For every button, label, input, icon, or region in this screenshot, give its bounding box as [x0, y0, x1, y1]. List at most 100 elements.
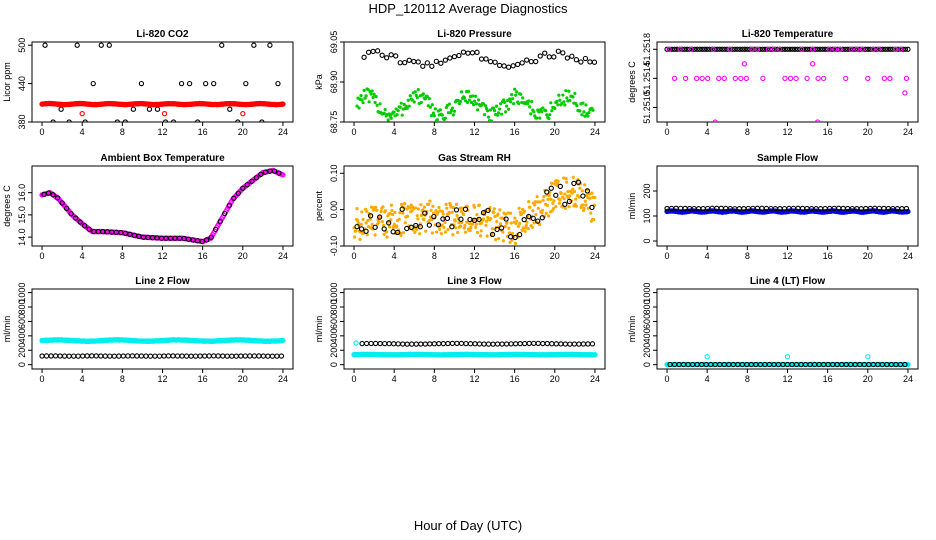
point-orange: [451, 233, 455, 237]
point-green: [430, 103, 434, 107]
point-black: [537, 53, 543, 59]
point-green: [550, 109, 554, 113]
point-black: [89, 353, 95, 359]
y-tick-label: 600: [329, 314, 339, 329]
point-black: [203, 80, 209, 87]
point-orange: [382, 232, 386, 236]
point-orange: [546, 197, 550, 201]
point-black: [58, 106, 64, 112]
point-green: [389, 116, 393, 120]
point-black: [476, 216, 482, 223]
point-black: [526, 340, 532, 347]
point-green: [470, 94, 475, 98]
point-magenta: [887, 75, 893, 82]
y-tick-label: 1000: [329, 283, 339, 303]
point-orange: [492, 207, 496, 211]
point-orange: [442, 225, 446, 229]
x-tick-label: 8: [432, 127, 437, 137]
point-magenta: [727, 46, 733, 52]
y-tick-label: 68.75: [329, 111, 339, 134]
point-orange: [358, 237, 362, 241]
point-green: [452, 109, 457, 113]
x-tick-label: 16: [198, 374, 208, 384]
x-tick-label: 4: [705, 251, 710, 261]
y-tick-label: 100: [642, 208, 652, 223]
point-black: [50, 119, 56, 122]
point-black: [165, 353, 172, 359]
point-orange: [364, 221, 368, 225]
point-orange: [446, 227, 450, 232]
point-black: [61, 353, 68, 359]
x-tick-label: 4: [392, 251, 397, 261]
point-black: [219, 42, 225, 48]
point-orange: [534, 212, 538, 217]
point-magenta-out: [902, 90, 908, 96]
point-green: [507, 107, 511, 111]
point-black: [882, 46, 889, 52]
y-tick-label: 51.2510: [642, 91, 652, 124]
point-black: [533, 58, 539, 65]
y-tick-label: 400: [17, 328, 27, 343]
point-black: [276, 170, 282, 176]
point-black: [557, 183, 563, 190]
panel-3: Ambient Box Temperature degrees C 0 4 8 12 16 2…: [2, 153, 294, 261]
point-black: [152, 353, 158, 359]
point-orange: [520, 228, 524, 232]
point-green: [462, 96, 467, 100]
x-tick-label: 16: [823, 127, 833, 137]
point-green: [427, 97, 431, 101]
point-orange: [489, 217, 493, 221]
point-green: [458, 100, 463, 104]
point-black: [465, 50, 471, 56]
point-orange: [465, 220, 469, 224]
x-tick-label: 20: [550, 374, 560, 384]
y-tick-label: 51.2514: [642, 62, 652, 95]
point-orange: [513, 241, 518, 245]
point-orange: [472, 205, 477, 209]
point-orange: [398, 211, 402, 215]
x-tick-label: 20: [863, 374, 873, 384]
point-black: [399, 206, 405, 212]
point-black: [535, 218, 541, 224]
point-black: [363, 228, 369, 234]
point-green: [508, 97, 512, 101]
y-tick-label: 200: [642, 343, 652, 358]
x-tick-label: 12: [157, 251, 167, 261]
point-black: [501, 63, 507, 69]
point-orange: [438, 209, 442, 213]
point-black: [817, 46, 823, 52]
point-black: [39, 353, 45, 359]
x-tick-label: 24: [903, 374, 913, 384]
point-magenta-out: [741, 61, 747, 67]
point-green: [474, 102, 479, 106]
x-tick-label: 0: [40, 127, 45, 137]
point-orange: [570, 191, 574, 195]
point-green: [504, 110, 508, 114]
point-green: [431, 111, 435, 115]
point-black: [499, 341, 505, 347]
point-orange: [368, 217, 372, 221]
point-black: [107, 353, 113, 359]
point-magenta: [677, 46, 683, 52]
point-black: [542, 50, 548, 56]
point-magenta: [682, 75, 689, 82]
point-orange: [507, 231, 512, 235]
point-orange: [515, 219, 519, 223]
point-orange: [413, 206, 418, 210]
y-tick-label: 15.0: [17, 206, 27, 224]
point-black: [549, 341, 555, 347]
y-tick-label: 800: [17, 300, 27, 315]
point-black: [170, 353, 176, 359]
point-orange: [590, 191, 594, 195]
point-orange: [541, 198, 545, 202]
point-black: [427, 341, 433, 347]
y-tick-label: 69.05: [329, 31, 339, 54]
point-orange: [389, 203, 393, 207]
point-green: [496, 111, 501, 115]
point-green: [512, 102, 516, 106]
point-black: [260, 353, 267, 359]
point-black: [114, 119, 120, 122]
point-black: [386, 340, 392, 347]
point-black: [679, 46, 685, 52]
point-orange: [459, 224, 463, 228]
